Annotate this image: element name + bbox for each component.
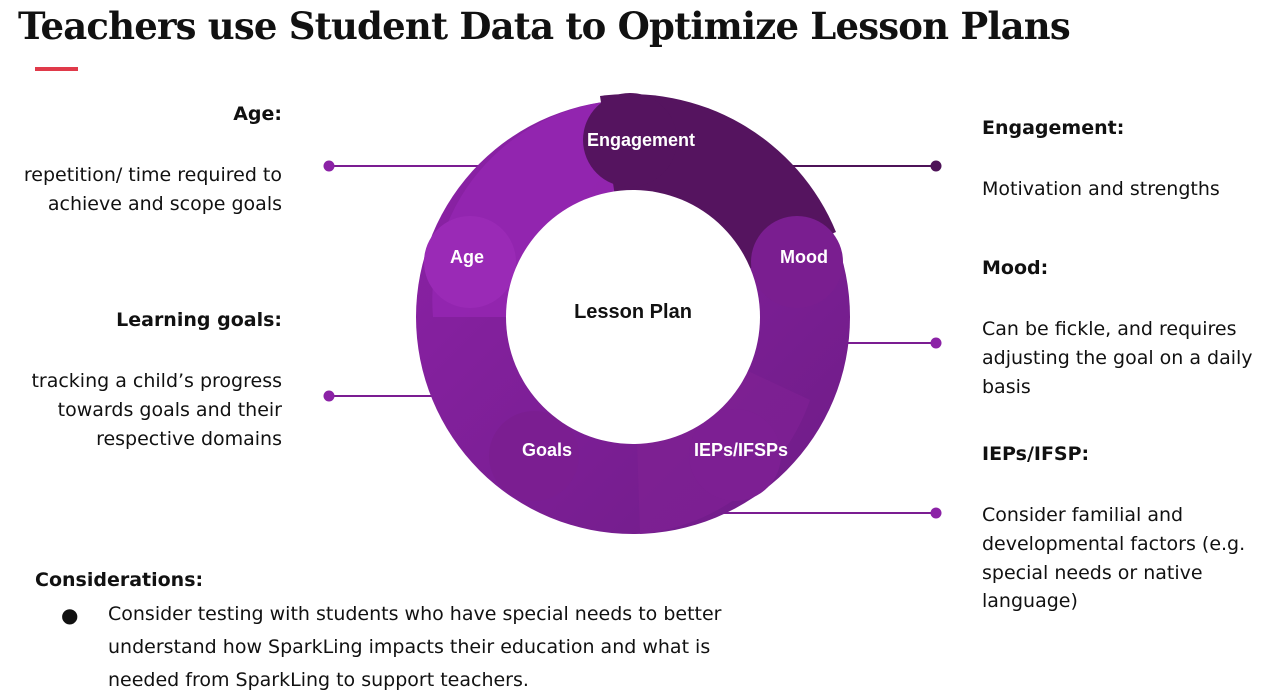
connector-dot-mood xyxy=(930,337,942,349)
age-desc-line-2: achieve and scope goals xyxy=(47,193,282,215)
learning-goals-heading: Learning goals: xyxy=(116,309,282,331)
page-title: Teachers use Student Data to Optimize Le… xyxy=(18,4,1071,48)
mood-desc-line-2: adjusting the goal on a daily xyxy=(982,347,1253,369)
connector-dot-age xyxy=(323,160,335,172)
segment-label-goals: Goals xyxy=(522,440,572,460)
mood-heading: Mood: xyxy=(982,257,1049,279)
mood-desc-line-1: Can be fickle, and requires xyxy=(982,318,1237,340)
segment-label-mood: Mood xyxy=(780,247,828,267)
engagement-desc-line-1: Motivation and strengths xyxy=(982,178,1220,200)
learning-goals-desc-line-2: towards goals and their xyxy=(57,399,282,421)
age-cap xyxy=(424,216,516,308)
connector-dot-iep xyxy=(930,507,942,519)
learning-goals-desc-line-1: tracking a child’s progress xyxy=(31,370,282,392)
considerations-heading: Considerations: xyxy=(35,569,204,591)
list-item: ● Consider testing with students who hav… xyxy=(35,598,795,697)
segment-label-engagement: Engagement xyxy=(587,130,695,150)
mood-desc-line-3: basis xyxy=(982,376,1031,398)
learning-goals-desc-line-3: respective domains xyxy=(96,428,282,450)
iep-desc-line-2: developmental factors (e.g. xyxy=(982,533,1246,555)
engagement-cap xyxy=(583,93,677,187)
engagement-heading: Engagement: xyxy=(982,117,1125,139)
iep-desc-line-1: Consider familial and xyxy=(982,504,1184,526)
age-desc-line-1: repetition/ time required to xyxy=(23,164,282,186)
connector-dot-engagement xyxy=(930,160,942,172)
mood-cap xyxy=(751,216,843,308)
age-heading: Age: xyxy=(233,103,282,125)
iep-heading: IEPs/IFSP: xyxy=(982,443,1090,465)
bullet-icon: ● xyxy=(61,603,79,627)
ring xyxy=(416,93,850,534)
center-label: Lesson Plan xyxy=(574,301,692,323)
iep-desc-line-4: language) xyxy=(982,590,1078,612)
considerations-item-text: Consider testing with students who have … xyxy=(108,603,722,691)
considerations-section: Considerations: ● Consider testing with … xyxy=(35,566,795,697)
segment-label-age: Age xyxy=(450,247,484,267)
connector-dot-goals xyxy=(323,390,335,402)
goals-cap xyxy=(489,411,579,501)
segment-label-ieps: IEPs/IFSPs xyxy=(694,440,788,460)
title-accent-bar xyxy=(35,67,78,71)
iep-cap xyxy=(689,409,781,501)
iep-desc-line-3: special needs or native xyxy=(982,562,1203,584)
connectors xyxy=(323,160,942,519)
